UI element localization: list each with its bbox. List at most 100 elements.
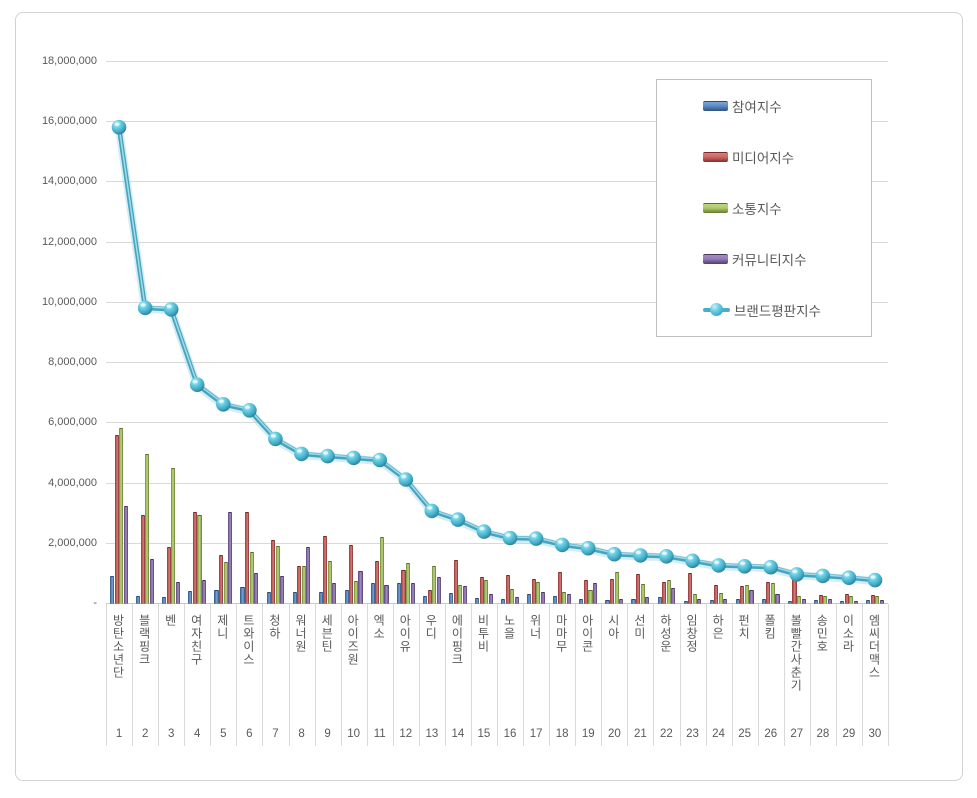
bar-소통지수 xyxy=(536,581,541,604)
bar-참여지수 xyxy=(370,583,375,604)
legend-swatch-teal-line-marker xyxy=(703,303,730,316)
x-rank-label: 21 xyxy=(633,728,647,740)
legend-swatch-red-bar xyxy=(703,151,728,162)
category-separator xyxy=(549,604,551,746)
bar-미디어지수 xyxy=(375,560,380,604)
bar-참여지수 xyxy=(579,598,584,604)
bar-참여지수 xyxy=(735,598,740,604)
bar-미디어지수 xyxy=(818,594,823,604)
marker-highlight xyxy=(270,434,276,438)
bar-소통지수 xyxy=(145,453,150,604)
bar-미디어지수 xyxy=(114,435,119,604)
marker-highlight xyxy=(818,571,824,575)
marker-highlight xyxy=(740,561,746,565)
bar-참여지수 xyxy=(162,597,167,604)
x-category-label: 엠씨더맥스 xyxy=(867,614,881,679)
x-category-label: 세븐틴 xyxy=(319,614,334,653)
marker-highlight xyxy=(609,549,615,553)
x-category-label: 마마무 xyxy=(554,614,569,653)
bar-소통지수 xyxy=(171,467,176,604)
legend-label: 커뮤니티지수 xyxy=(732,252,807,268)
x-rank-label: 5 xyxy=(220,728,227,740)
bar-소통지수 xyxy=(666,579,671,604)
line-marker-ball-icon xyxy=(659,549,674,564)
category-separator xyxy=(236,604,238,746)
line-marker-ball-icon xyxy=(216,397,231,412)
x-rank-label: 27 xyxy=(790,728,804,740)
bar-커뮤니티지수 xyxy=(749,589,754,605)
x-rank-label: 14 xyxy=(451,728,465,740)
x-rank-label: 24 xyxy=(712,728,725,740)
marker-highlight xyxy=(714,560,720,565)
bar-참여지수 xyxy=(396,583,401,604)
x-rank-label: 9 xyxy=(324,728,331,740)
line-marker-ball-icon xyxy=(789,567,805,582)
x-category-label: 하성운 xyxy=(658,614,673,653)
category-separator xyxy=(783,604,785,746)
line-marker-ball-icon xyxy=(528,531,544,546)
x-category-label: 트와이스 xyxy=(241,614,256,666)
category-separator xyxy=(106,604,107,746)
x-rank-label: 28 xyxy=(816,728,830,740)
bar-참여지수 xyxy=(813,600,819,604)
bar-소통지수 xyxy=(510,588,515,604)
bar-소통지수 xyxy=(796,595,802,604)
bar-커뮤니티지수 xyxy=(410,582,415,604)
bar-커뮤니티지수 xyxy=(801,599,806,604)
x-category-label: 선미 xyxy=(632,614,647,640)
bar-미디어지수 xyxy=(245,511,250,604)
x-category-label: 청하 xyxy=(267,614,282,640)
bar-미디어지수 xyxy=(870,594,875,604)
line-marker-ball-icon xyxy=(242,403,257,418)
x-rank-label: 16 xyxy=(503,728,517,740)
bar-커뮤니티지수 xyxy=(853,600,858,604)
bar-커뮤니티지수 xyxy=(671,587,676,604)
legend-swatch-purple-bar xyxy=(703,253,728,264)
bar-미디어지수 xyxy=(218,554,224,604)
gridline xyxy=(106,482,888,484)
legend: 참여지수 미디어지수 소통지수 커뮤니티지수 브랜드평판지수 xyxy=(656,79,872,337)
line-marker-ball-icon xyxy=(737,559,752,574)
category-separator xyxy=(653,604,655,746)
marker-highlight xyxy=(557,540,563,544)
bar-커뮤니티지수 xyxy=(540,592,545,604)
bar-참여지수 xyxy=(657,597,662,604)
bar-소통지수 xyxy=(119,428,124,604)
category-separator xyxy=(705,604,707,746)
category-separator xyxy=(210,604,212,746)
x-category-label: 비투비 xyxy=(476,614,490,653)
category-separator xyxy=(575,604,577,746)
gridline xyxy=(106,422,888,424)
bar-소통지수 xyxy=(640,583,645,604)
gridline xyxy=(106,362,888,364)
bar-커뮤니티지수 xyxy=(280,575,285,604)
marker-highlight xyxy=(870,575,876,579)
bar-소통지수 xyxy=(614,571,619,604)
bar-미디어지수 xyxy=(714,584,719,604)
x-category-label: 아이유 xyxy=(397,614,412,653)
x-rank-label: 18 xyxy=(555,728,569,740)
bar-커뮤니티지수 xyxy=(879,600,884,604)
y-tick-label: 16,000,000 xyxy=(41,115,97,128)
line-marker-ball-icon xyxy=(346,450,361,466)
bar-참여지수 xyxy=(553,595,558,604)
category-separator xyxy=(523,604,525,746)
marker-highlight xyxy=(687,556,694,560)
bar-소통지수 xyxy=(379,536,385,604)
bar-커뮤니티지수 xyxy=(645,597,650,604)
line-marker-ball-icon xyxy=(711,558,726,573)
x-rank-label: 17 xyxy=(529,728,543,740)
bar-커뮤니티지수 xyxy=(723,599,728,604)
line-marker-ball-icon xyxy=(189,377,205,393)
legend-label: 소통지수 xyxy=(732,201,782,217)
x-category-label: 엑소 xyxy=(371,614,386,640)
bar-미디어지수 xyxy=(531,578,536,604)
category-separator xyxy=(757,604,759,746)
y-tick-label: 2,000,000 xyxy=(48,536,97,549)
y-tick-label: 6,000,000 xyxy=(48,416,97,429)
line-path xyxy=(116,124,878,583)
x-rank-label: 22 xyxy=(660,728,673,740)
x-rank-label: 10 xyxy=(347,728,361,740)
x-rank-label: 1 xyxy=(115,728,123,740)
x-rank-label: 7 xyxy=(272,728,279,740)
